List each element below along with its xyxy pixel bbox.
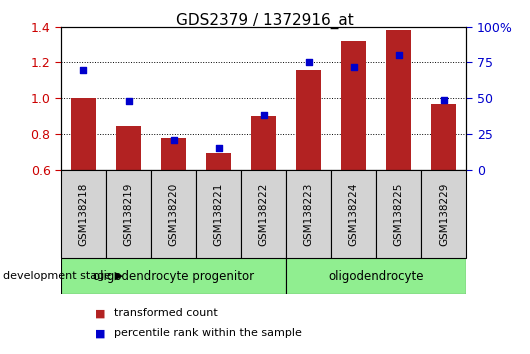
Bar: [196, 170, 241, 258]
Point: [124, 98, 132, 104]
Point: [169, 137, 178, 143]
Bar: [116, 126, 141, 170]
Bar: [421, 170, 466, 258]
Bar: [331, 170, 376, 258]
Bar: [431, 104, 456, 170]
Point: [214, 145, 223, 151]
Bar: [341, 41, 366, 170]
Bar: [296, 69, 321, 170]
Point: [304, 59, 313, 65]
Bar: [71, 98, 96, 170]
Text: transformed count: transformed count: [114, 308, 218, 318]
Bar: [151, 170, 196, 258]
Text: oligodendrocyte progenitor: oligodendrocyte progenitor: [93, 270, 254, 282]
Point: [440, 97, 448, 103]
Text: ■: ■: [95, 308, 106, 318]
Text: GSM138218: GSM138218: [78, 182, 89, 246]
Bar: [376, 170, 421, 258]
Text: GSM138225: GSM138225: [394, 182, 404, 246]
Text: GSM138224: GSM138224: [349, 182, 359, 246]
Bar: [206, 153, 231, 170]
Bar: [386, 30, 411, 170]
Bar: [286, 258, 466, 294]
Text: GSM138219: GSM138219: [123, 182, 134, 246]
Point: [259, 113, 268, 118]
Point: [350, 64, 358, 69]
Text: GSM138229: GSM138229: [439, 182, 449, 246]
Text: GDS2379 / 1372916_at: GDS2379 / 1372916_at: [176, 12, 354, 29]
Point: [394, 52, 403, 58]
Bar: [286, 170, 331, 258]
Point: [80, 67, 88, 73]
Bar: [106, 170, 151, 258]
Bar: [161, 138, 186, 170]
Text: GSM138221: GSM138221: [214, 182, 224, 246]
Text: GSM138222: GSM138222: [259, 182, 269, 246]
Text: GSM138223: GSM138223: [304, 182, 314, 246]
Text: ■: ■: [95, 329, 106, 338]
Text: GSM138220: GSM138220: [169, 183, 179, 246]
Text: oligodendrocyte: oligodendrocyte: [329, 270, 424, 282]
Bar: [241, 170, 286, 258]
Bar: [251, 116, 276, 170]
Text: percentile rank within the sample: percentile rank within the sample: [114, 329, 302, 338]
Text: development stage ▶: development stage ▶: [3, 271, 123, 281]
Bar: [61, 258, 286, 294]
Bar: [61, 170, 106, 258]
